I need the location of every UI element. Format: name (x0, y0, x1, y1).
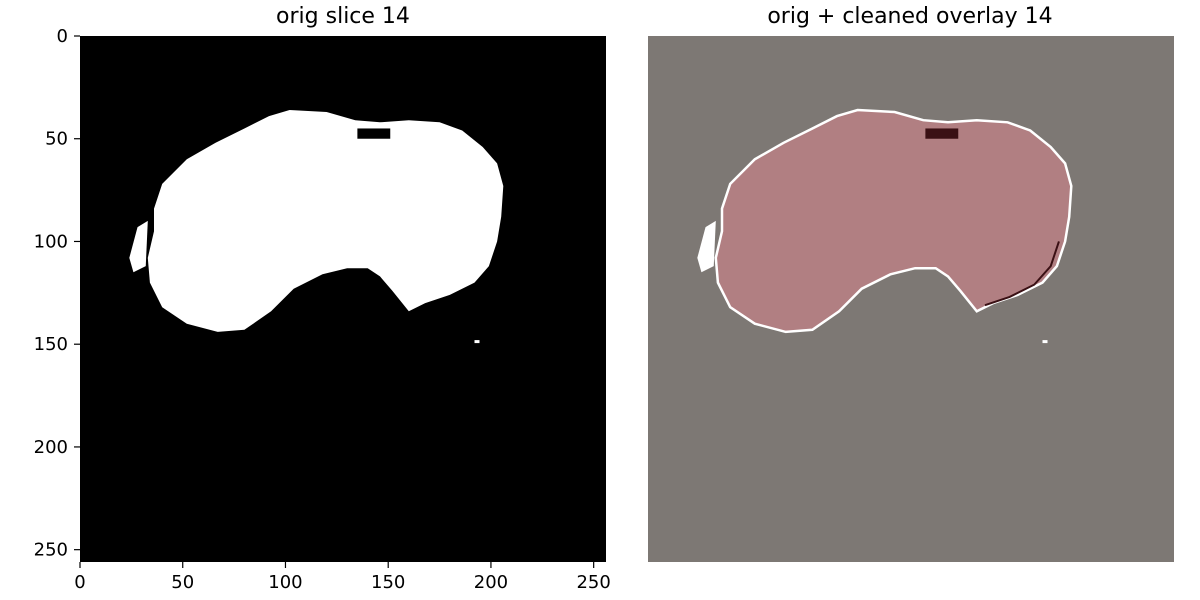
y-tick-label: 200 (34, 437, 68, 458)
x-tick-label: 200 (474, 572, 508, 593)
x-tick-label: 50 (171, 572, 194, 593)
x-tick-label: 100 (268, 572, 302, 593)
panel-overlay: orig + cleaned overlay 14 (648, 4, 1174, 562)
x-tick-label: 150 (371, 572, 405, 593)
panel-orig-slice: orig slice 14 0 50 100 150 200 250 0 50 100 150 20… (34, 4, 611, 593)
overlay-speck (1042, 340, 1048, 344)
mask-layer-right (697, 108, 1073, 344)
y-tick-label: 250 (34, 540, 68, 561)
chart-title-left: orig slice 14 (276, 4, 410, 29)
y-tick-label: 100 (34, 231, 68, 252)
overlay-fragment (697, 220, 716, 273)
overlay-defect (925, 128, 959, 139)
axes-left: 0 50 100 150 200 250 0 50 100 150 200 250 (34, 26, 611, 593)
x-tick-label: 250 (576, 572, 610, 593)
mask-region (147, 110, 504, 332)
mask-speck (474, 340, 480, 344)
mask-fragment (129, 220, 148, 273)
mask-layer-left (129, 110, 504, 344)
y-tick-label: 0 (57, 26, 68, 47)
overlay-defect-edge (984, 241, 1060, 307)
x-tick-label: 0 (74, 572, 85, 593)
chart-title-right: orig + cleaned overlay 14 (767, 4, 1052, 29)
y-tick-label: 150 (34, 334, 68, 355)
mask-hole (357, 128, 391, 139)
y-tick-label: 50 (45, 129, 68, 150)
overlay-region (714, 108, 1073, 334)
